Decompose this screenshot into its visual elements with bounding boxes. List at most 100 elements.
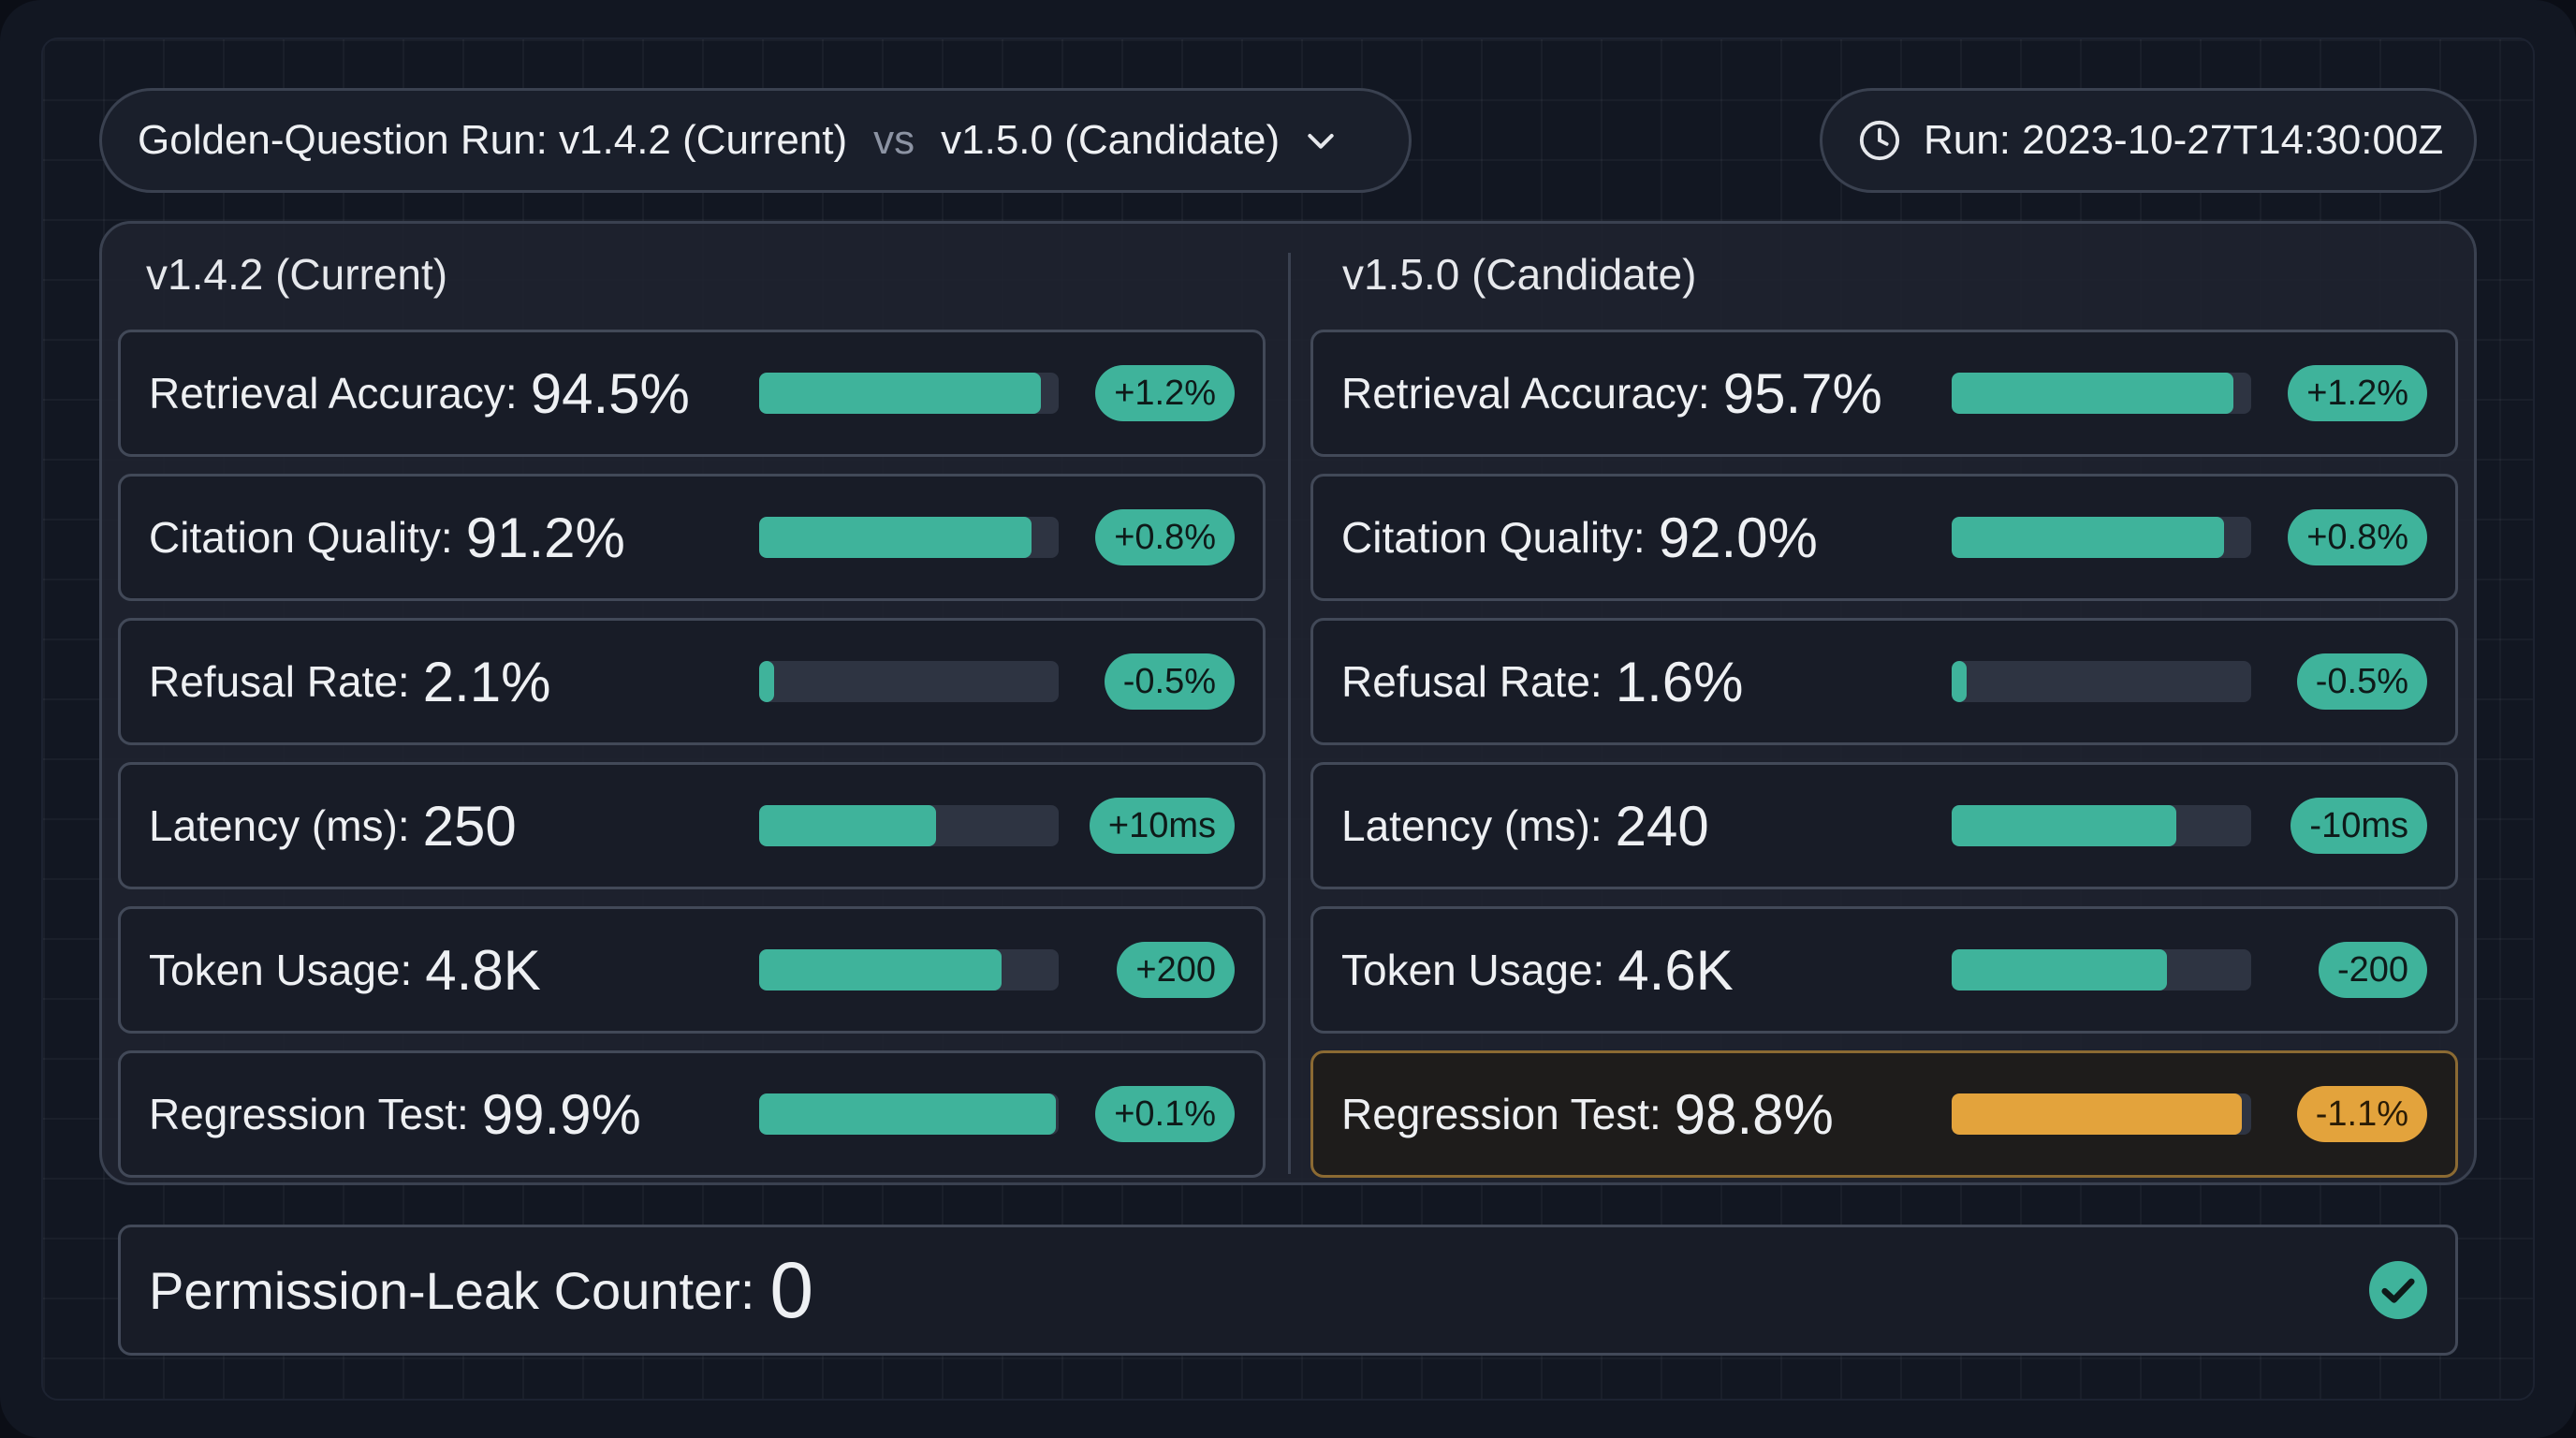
- metric-delta-badge: -0.5%: [1104, 653, 1235, 710]
- metric-progress-fill: [759, 1093, 1056, 1135]
- metric-label: Retrieval Accuracy: 94.5%: [149, 332, 690, 454]
- check-circle-icon: [2369, 1261, 2427, 1319]
- metric-label: Latency (ms): 250: [149, 765, 517, 887]
- metric-value: 98.8%: [1674, 1082, 1834, 1146]
- candidate-metric-card: Regression Test: 98.8% -1.1%: [1310, 1050, 2458, 1178]
- metric-progress-fill: [759, 661, 774, 702]
- permission-leak-label: Permission-Leak Counter: 0: [149, 1227, 813, 1353]
- current-metric-card: Regression Test: 99.9% +0.1%: [118, 1050, 1266, 1178]
- metric-delta-badge: -0.5%: [2296, 653, 2427, 710]
- metric-progress-fill: [1952, 1093, 2243, 1135]
- metric-value: 91.2%: [465, 506, 625, 569]
- metric-name: Citation Quality:: [149, 513, 453, 562]
- metric-progress-fill: [759, 373, 1041, 414]
- permission-leak-value: 0: [769, 1245, 814, 1334]
- metric-progress-bar: [759, 1093, 1059, 1135]
- metric-name: Citation Quality:: [1341, 513, 1646, 562]
- candidate-metric-card: Retrieval Accuracy: 95.7% +1.2%: [1310, 330, 2458, 457]
- candidate-run-label: v1.5.0 (Candidate): [941, 117, 1281, 163]
- metric-progress-bar: [1952, 661, 2251, 702]
- clock-icon: [1859, 120, 1900, 161]
- metric-value: 4.6K: [1617, 938, 1734, 1002]
- metric-value: 4.8K: [425, 938, 541, 1002]
- metric-progress-bar: [759, 661, 1059, 702]
- metric-progress-bar: [1952, 805, 2251, 846]
- metric-label: Regression Test: 99.9%: [149, 1053, 641, 1175]
- metric-progress-fill: [759, 949, 1003, 990]
- metric-progress-bar: [759, 373, 1059, 414]
- current-run-label: Golden-Question Run: v1.4.2 (Current): [138, 117, 848, 163]
- current-metric-card: Latency (ms): 250 +10ms: [118, 762, 1266, 889]
- candidate-column-title: v1.5.0 (Candidate): [1342, 250, 1697, 299]
- metric-name: Regression Test:: [1341, 1090, 1661, 1138]
- current-column-title: v1.4.2 (Current): [146, 250, 448, 299]
- metric-delta-badge: +1.2%: [2288, 365, 2427, 421]
- vs-separator: vs: [873, 117, 915, 163]
- metric-delta-badge: +10ms: [1089, 798, 1235, 854]
- metric-progress-bar: [759, 805, 1059, 846]
- metric-progress-bar: [1952, 1093, 2251, 1135]
- metric-name: Latency (ms):: [1341, 801, 1603, 850]
- chevron-down-icon: [1308, 134, 1334, 149]
- current-metric-card: Retrieval Accuracy: 94.5% +1.2%: [118, 330, 1266, 457]
- metric-delta-badge: +0.8%: [2288, 509, 2427, 565]
- metric-progress-fill: [1952, 949, 2168, 990]
- metric-progress-bar: [1952, 373, 2251, 414]
- metric-delta-badge: -10ms: [2291, 798, 2427, 854]
- metric-delta-badge: -200: [2318, 942, 2427, 998]
- metric-progress-bar: [759, 517, 1059, 558]
- metric-progress-bar: [1952, 517, 2251, 558]
- column-divider: [1288, 253, 1291, 1174]
- metric-value: 2.1%: [422, 650, 551, 713]
- metric-progress-fill: [1952, 517, 2225, 558]
- current-metric-card: Token Usage: 4.8K +200: [118, 906, 1266, 1034]
- metric-value: 92.0%: [1658, 506, 1818, 569]
- candidate-metric-card: Latency (ms): 240 -10ms: [1310, 762, 2458, 889]
- metric-label: Refusal Rate: 2.1%: [149, 621, 550, 742]
- metric-delta-badge: +1.2%: [1095, 365, 1235, 421]
- metric-progress-fill: [1952, 373, 2233, 414]
- metric-value: 95.7%: [1722, 361, 1882, 425]
- metric-delta-badge: -1.1%: [2296, 1086, 2427, 1142]
- metric-name: Token Usage:: [1341, 946, 1605, 994]
- run-comparison-selector[interactable]: Golden-Question Run: v1.4.2 (Current) vs…: [99, 88, 1412, 193]
- metric-label: Latency (ms): 240: [1341, 765, 1709, 887]
- metric-name: Token Usage:: [149, 946, 413, 994]
- metric-progress-fill: [1952, 805, 2176, 846]
- metric-label: Refusal Rate: 1.6%: [1341, 621, 1743, 742]
- run-timestamp-pill: Run: 2023-10-27T14:30:00Z: [1820, 88, 2477, 193]
- metric-label: Citation Quality: 92.0%: [1341, 477, 1818, 598]
- candidate-metric-card: Citation Quality: 92.0% +0.8%: [1310, 474, 2458, 601]
- metric-value: 240: [1615, 794, 1709, 858]
- metric-name: Refusal Rate:: [149, 657, 410, 706]
- permission-leak-title: Permission-Leak Counter:: [149, 1260, 755, 1320]
- metric-label: Token Usage: 4.8K: [149, 909, 541, 1031]
- metric-progress-fill: [759, 517, 1032, 558]
- metric-name: Latency (ms):: [149, 801, 410, 850]
- metric-name: Refusal Rate:: [1341, 657, 1603, 706]
- candidate-metric-card: Refusal Rate: 1.6% -0.5%: [1310, 618, 2458, 745]
- candidate-metric-card: Token Usage: 4.6K -200: [1310, 906, 2458, 1034]
- metric-value: 1.6%: [1615, 650, 1744, 713]
- metric-name: Regression Test:: [149, 1090, 469, 1138]
- metric-progress-bar: [759, 949, 1059, 990]
- run-timestamp: Run: 2023-10-27T14:30:00Z: [1924, 117, 2444, 163]
- metric-label: Retrieval Accuracy: 95.7%: [1341, 332, 1882, 454]
- current-metric-card: Refusal Rate: 2.1% -0.5%: [118, 618, 1266, 745]
- metric-value: 99.9%: [481, 1082, 641, 1146]
- metric-progress-fill: [759, 805, 936, 846]
- metric-delta-badge: +200: [1117, 942, 1235, 998]
- metric-name: Retrieval Accuracy:: [149, 369, 518, 418]
- metric-value: 94.5%: [530, 361, 690, 425]
- permission-leak-card: Permission-Leak Counter: 0: [118, 1225, 2458, 1356]
- metric-progress-bar: [1952, 949, 2251, 990]
- metric-delta-badge: +0.8%: [1095, 509, 1235, 565]
- metric-label: Citation Quality: 91.2%: [149, 477, 625, 598]
- metric-label: Token Usage: 4.6K: [1341, 909, 1734, 1031]
- current-metric-card: Citation Quality: 91.2% +0.8%: [118, 474, 1266, 601]
- metric-delta-badge: +0.1%: [1095, 1086, 1235, 1142]
- metric-name: Retrieval Accuracy:: [1341, 369, 1710, 418]
- metric-progress-fill: [1952, 661, 1967, 702]
- metric-label: Regression Test: 98.8%: [1341, 1053, 1834, 1175]
